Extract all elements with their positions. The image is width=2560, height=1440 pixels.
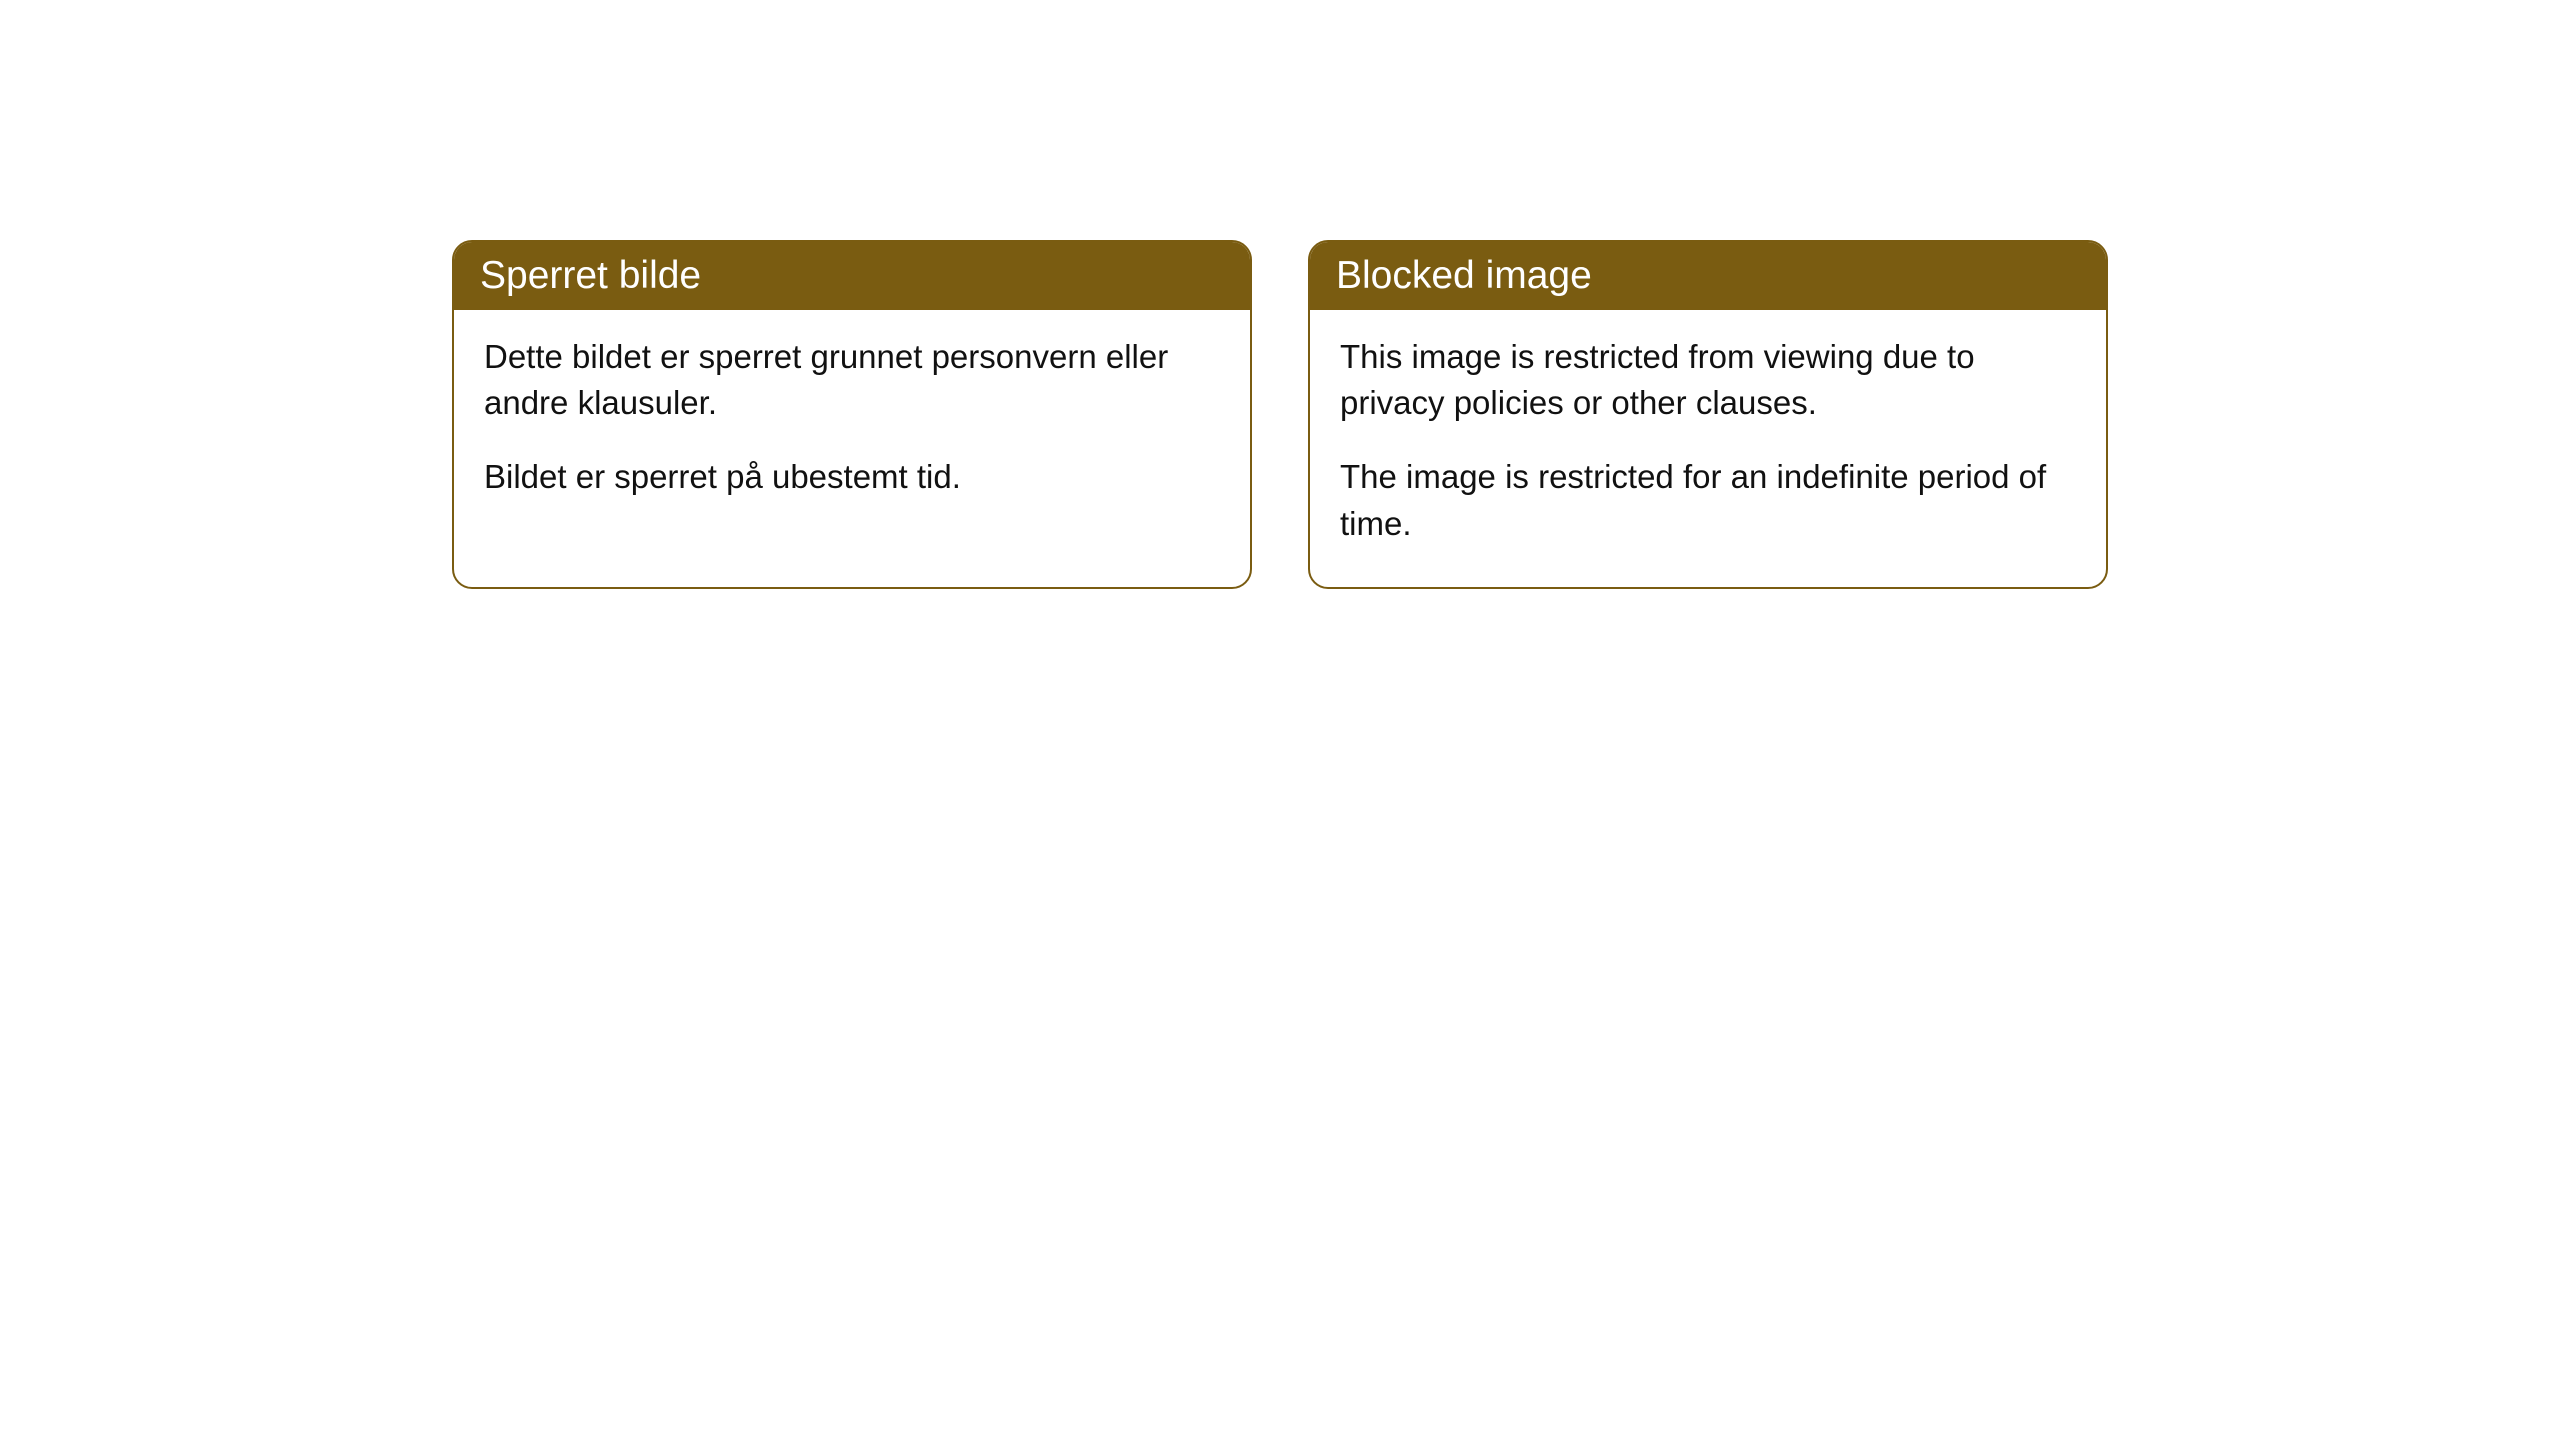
cards-container: Sperret bilde Dette bildet er sperret gr… — [0, 0, 2560, 589]
card-title: Sperret bilde — [480, 254, 701, 297]
card-english: Blocked image This image is restricted f… — [1308, 240, 2108, 589]
card-paragraph: Bildet er sperret på ubestemt tid. — [484, 454, 1220, 500]
card-header-english: Blocked image — [1310, 242, 2106, 310]
card-paragraph: Dette bildet er sperret grunnet personve… — [484, 334, 1220, 426]
card-title: Blocked image — [1336, 254, 1592, 297]
card-body-english: This image is restricted from viewing du… — [1310, 310, 2106, 587]
card-norwegian: Sperret bilde Dette bildet er sperret gr… — [452, 240, 1252, 589]
card-header-norwegian: Sperret bilde — [454, 242, 1250, 310]
card-body-norwegian: Dette bildet er sperret grunnet personve… — [454, 310, 1250, 541]
card-paragraph: The image is restricted for an indefinit… — [1340, 454, 2076, 546]
card-paragraph: This image is restricted from viewing du… — [1340, 334, 2076, 426]
